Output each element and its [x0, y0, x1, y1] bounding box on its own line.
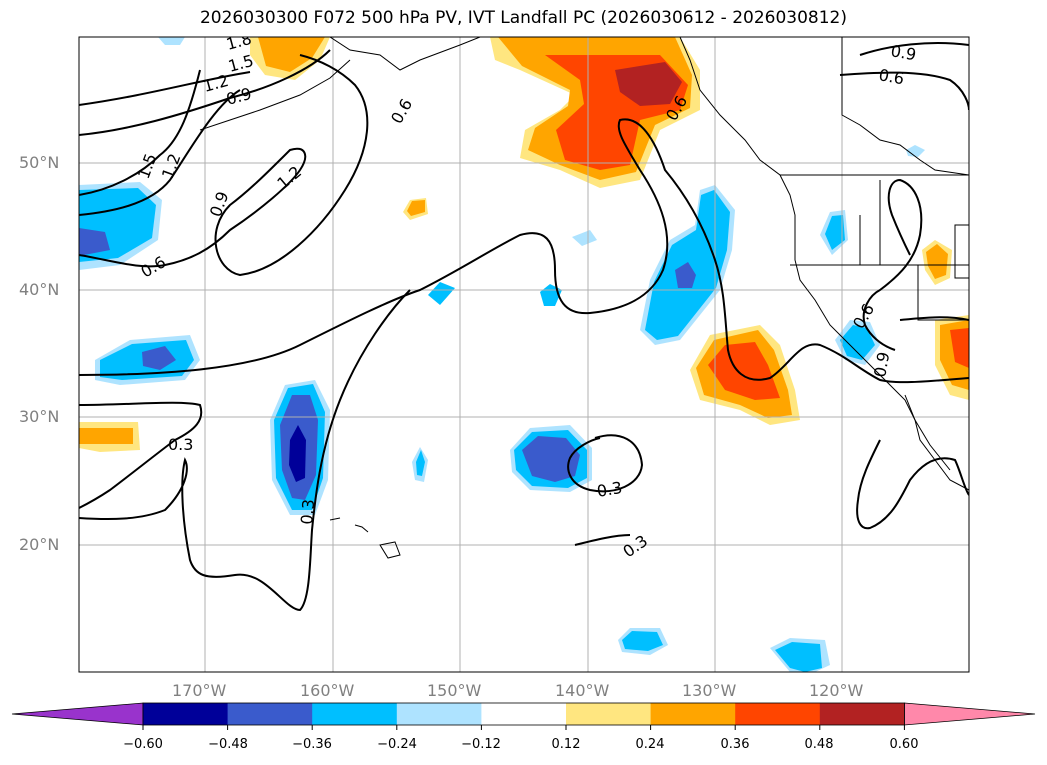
colorbar-bin [396, 703, 482, 725]
contour-label: 0.3 [297, 498, 318, 525]
colorbar-tick-label: −0.24 [377, 737, 417, 752]
contour-label: 0.9 [889, 41, 917, 64]
negative-anomaly [622, 631, 663, 651]
lon-label: 130°W [682, 681, 737, 700]
negative-anomaly [825, 215, 845, 250]
colorbar-frame [142, 702, 905, 726]
negative-anomaly [428, 282, 455, 305]
colorbar-bin [312, 703, 398, 725]
negative-anomaly [840, 325, 875, 360]
positive-anomaly [615, 62, 682, 106]
lat-label: 30°N [19, 407, 60, 426]
colorbar-tick-label: 0.60 [889, 737, 919, 752]
negative-anomaly [142, 346, 176, 370]
lat-label: 40°N [19, 280, 60, 299]
negative-anomaly [906, 145, 925, 157]
colorbar-tick-label: 0.24 [635, 737, 665, 752]
positive-anomaly [926, 244, 948, 279]
colorbar-tick-label: −0.36 [292, 737, 332, 752]
contour-label: 0.6 [877, 65, 905, 88]
negative-anomaly [522, 436, 580, 482]
negative-anomaly [416, 450, 425, 476]
lon-label: 120°W [809, 681, 864, 700]
colorbar-bin [143, 703, 229, 725]
contour-label: 0.3 [595, 478, 623, 501]
negative-anomaly [572, 230, 597, 246]
coastlines [199, 37, 969, 559]
lon-label: 150°W [427, 681, 482, 700]
colorbar-bin [227, 703, 313, 725]
colorbar-tick-label: 0.36 [720, 737, 750, 752]
negative-anomaly [289, 425, 306, 482]
lat-label: 20°N [19, 535, 60, 554]
positive-anomaly [258, 37, 325, 72]
positive-anomaly [950, 328, 969, 368]
lon-label: 140°W [555, 681, 610, 700]
graticule [79, 37, 969, 672]
colorbar [11, 702, 1036, 730]
positive-anomaly [708, 342, 780, 400]
plot-frame [78, 36, 970, 673]
negative-anomaly [158, 37, 185, 45]
contour-label: 0.9 [870, 350, 893, 378]
lon-label: 160°W [300, 681, 355, 700]
colorbar-tick-label: −0.60 [123, 737, 163, 752]
colorbar-extend-min [11, 702, 144, 726]
lon-label: 170°W [172, 681, 227, 700]
colorbar-extend-max [904, 702, 1036, 726]
map-title: 2026030300 F072 500 hPa PV, IVT Landfall… [199, 8, 847, 28]
colorbar-tick-label: −0.48 [208, 737, 248, 752]
lat-label: 50°N [19, 153, 60, 172]
negative-anomaly [775, 642, 822, 672]
negative-anomaly [79, 228, 110, 256]
colorbar-bin [650, 703, 736, 725]
negative-anomaly [675, 262, 696, 288]
colorbar-bin [819, 703, 905, 725]
positive-anomaly [407, 200, 425, 216]
colorbar-tick-label: −0.12 [461, 737, 501, 752]
colorbar-bin [481, 703, 567, 725]
colorbar-bin [566, 703, 652, 725]
positive-anomaly [79, 428, 133, 444]
pv-contours [79, 42, 969, 612]
colorbar-tick-label: 0.48 [804, 737, 834, 752]
colorbar-tick-label: 0.12 [551, 737, 581, 752]
contour-label: 0.3 [168, 435, 193, 454]
colorbar-bin [735, 703, 821, 725]
plot-area: 1.8 1.5 1.2 0.9 0.6 1.5 1.2 1.2 0.9 0.6 … [79, 37, 969, 672]
shaded-anomalies [79, 37, 969, 672]
